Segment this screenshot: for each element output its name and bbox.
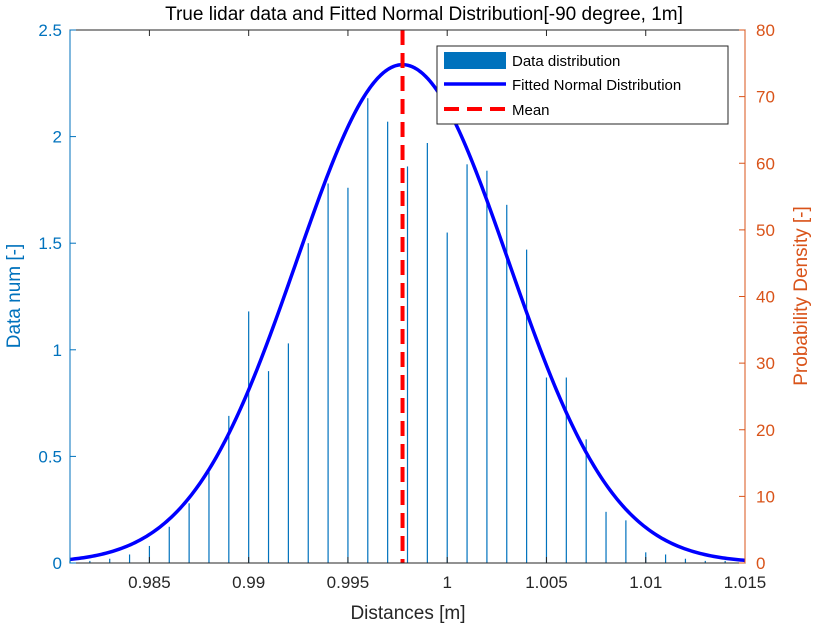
bar — [565, 377, 567, 563]
x-axis: 0.985 0.99 0.995 1 1.005 1.01 1.015 — [128, 30, 766, 592]
legend-label-fit: Fitted Normal Distribution — [512, 77, 681, 94]
fitted-normal-curve — [69, 62, 746, 563]
y-right-tick-label: 50 — [756, 221, 775, 240]
y-right-tick-label: 0 — [756, 554, 765, 573]
bar — [426, 143, 428, 563]
bar — [506, 204, 508, 563]
bar — [128, 554, 131, 563]
y-left-tick-label: 2.5 — [38, 21, 62, 40]
x-tick-label: 0.985 — [128, 573, 171, 592]
y-left-tick-label: 2 — [53, 128, 62, 147]
bar — [89, 560, 91, 563]
x-tick-label: 1 — [442, 573, 451, 592]
y-axis-right: 0 10 20 30 40 50 60 70 80 — [739, 21, 775, 573]
bar — [208, 471, 210, 563]
y-right-tick-label: 70 — [756, 88, 775, 107]
bar — [526, 249, 528, 563]
chart-title: True lidar data and Fitted Normal Distri… — [165, 4, 683, 25]
bar — [466, 164, 468, 563]
bar — [664, 554, 667, 563]
bar — [168, 526, 170, 563]
y-left-tick-label: 0 — [53, 554, 62, 573]
bar — [188, 503, 190, 563]
x-tick-label: 0.99 — [232, 573, 265, 592]
y-right-tick-label: 60 — [756, 154, 775, 173]
bar — [327, 183, 329, 563]
x-tick-label: 1.015 — [724, 573, 767, 592]
legend-swatch-bars — [444, 52, 506, 69]
bar — [267, 371, 270, 563]
bar — [248, 311, 250, 563]
legend-label-bars: Data distribution — [512, 53, 620, 70]
y-axis-left-label: Data num [-] — [4, 244, 25, 349]
bar — [109, 558, 111, 563]
y-left-tick-label: 1 — [53, 341, 62, 360]
bar — [684, 558, 687, 563]
bar — [605, 511, 607, 563]
bar — [545, 377, 548, 563]
y-axis-left: 0 0.5 1 1.5 2 2.5 — [38, 21, 76, 573]
y-right-tick-label: 20 — [756, 421, 775, 440]
y-right-tick-label: 10 — [756, 487, 775, 506]
legend: Data distribution Fitted Normal Distribu… — [436, 45, 729, 125]
bar — [347, 187, 349, 563]
bar — [148, 545, 151, 563]
y-axis-right-label: Probability Density [-] — [791, 206, 812, 386]
bar — [367, 98, 369, 563]
bar — [585, 439, 587, 563]
bar — [228, 415, 230, 563]
x-tick-label: 0.995 — [327, 573, 370, 592]
bar — [704, 560, 706, 563]
y-right-tick-label: 30 — [756, 354, 775, 373]
bars-layer — [69, 98, 726, 564]
bar — [486, 170, 488, 563]
y-left-tick-label: 0.5 — [38, 447, 62, 466]
bar — [307, 243, 309, 563]
x-axis-label: Distances [m] — [350, 603, 465, 624]
y-right-tick-label: 40 — [756, 288, 775, 307]
bar — [406, 166, 409, 563]
legend-label-mean: Mean — [512, 102, 550, 119]
x-tick-label: 1.005 — [525, 573, 568, 592]
bar — [625, 520, 627, 563]
bar — [287, 343, 289, 563]
y-left-tick-label: 1.5 — [38, 234, 62, 253]
x-tick-label: 1.01 — [629, 573, 662, 592]
y-right-tick-label: 80 — [756, 21, 775, 40]
bar — [387, 121, 389, 564]
bar — [724, 560, 726, 563]
bar — [446, 232, 448, 564]
